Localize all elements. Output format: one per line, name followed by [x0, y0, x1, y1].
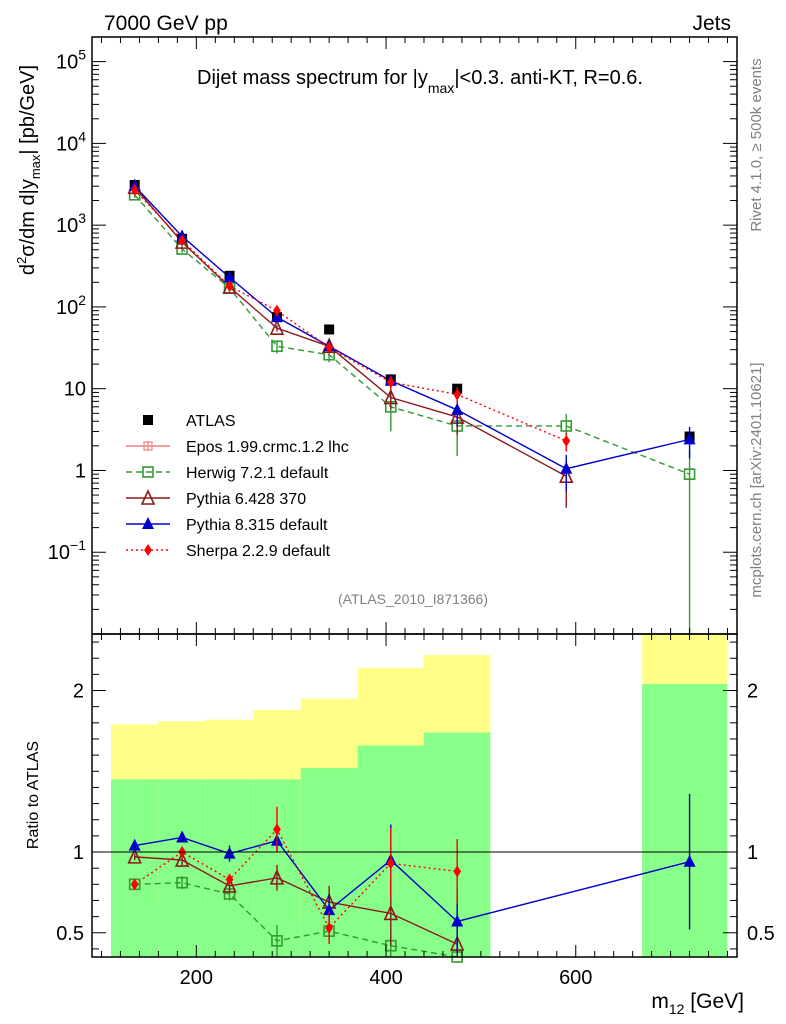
marker-diamond: [144, 544, 152, 556]
marker-triangle: [683, 432, 696, 445]
series-line-main: [134, 194, 690, 475]
marker-open-square: [271, 340, 283, 353]
x-tick-label: 200: [180, 967, 213, 989]
mcplots-label: mcplots.cern.ch [arXiv:2401.10621]: [748, 362, 765, 597]
marker-diamond: [325, 341, 334, 354]
ratio-panel-frame: [91, 633, 738, 958]
marker-diamond: [453, 388, 462, 401]
marker-diamond: [386, 857, 395, 870]
marker-triangle: [142, 517, 154, 529]
series-line-ratio: [134, 836, 690, 923]
marker-open-square: [142, 466, 154, 478]
marker-open-square: [176, 876, 188, 889]
ratio-tick-label: 2: [73, 681, 84, 703]
ratio-tick-label-right: 2: [747, 681, 758, 703]
marker-open-square: [560, 420, 573, 432]
marker-triangle: [323, 903, 336, 916]
marker-diamond: [273, 304, 281, 317]
band-green: [158, 779, 206, 957]
header-right: Jets: [692, 12, 731, 35]
marker-triangle: [128, 838, 141, 851]
marker-open-square: [683, 468, 696, 481]
marker-triangle: [451, 914, 464, 927]
y-tick-label: 1: [75, 460, 86, 482]
header-left: 7000 GeV pp: [104, 12, 228, 35]
marker-open-triangle: [383, 388, 399, 405]
chart-title-main: Dijet mass spectrum for |y: [197, 67, 428, 89]
chart-title: Dijet mass spectrum for |ymax|<0.3. anti…: [197, 67, 643, 96]
marker-square: [324, 324, 335, 335]
ratio-tick-label-right: 1: [747, 842, 758, 864]
legend: ATLAS Epos 1.99.crmc.1.2 lhc Herwig 7.2.1 …: [126, 413, 349, 560]
legend-label: ATLAS: [186, 413, 236, 430]
marker-triangle: [451, 402, 464, 415]
band-green: [110, 779, 159, 957]
marker-square: [143, 415, 153, 425]
y-tick-label: 103: [56, 210, 86, 237]
legend-label: Pythia 6.428 370: [186, 491, 306, 508]
marker-open-triangle: [222, 877, 237, 893]
marker-diamond: [130, 183, 139, 196]
x-tick-label: 400: [369, 967, 402, 989]
marker-triangle: [683, 854, 696, 867]
marker-diamond: [562, 434, 571, 447]
rivet-label: Rivet 4.1.0, ≥ 500k events: [748, 58, 765, 231]
analysis-watermark: (ATLAS_2010_I871366): [338, 591, 488, 607]
marker-open-triangle: [127, 847, 142, 864]
marker-triangle: [560, 461, 573, 474]
marker-open-triangle: [269, 319, 285, 335]
legend-label: Herwig 7.2.1 default: [186, 465, 329, 482]
chart-title-rest: |<0.3. anti-KT, R=0.6.: [454, 67, 643, 89]
marker-diamond: [273, 823, 281, 836]
marker-diamond: [453, 865, 462, 878]
marker-diamond: [325, 921, 334, 934]
marker-open-triangle: [269, 868, 285, 885]
y-tick-label: 104: [56, 128, 86, 155]
marker-open-square: [271, 935, 283, 947]
marker-triangle: [176, 830, 189, 843]
legend-label: Pythia 8.315 default: [186, 517, 328, 534]
y-tick-label: 10−1: [48, 537, 86, 564]
marker-open-triangle: [140, 489, 156, 505]
ratio-tick-label: 1: [73, 842, 84, 864]
ratio-tick-label-right: 0.5: [747, 923, 775, 945]
x-tick-label: 600: [559, 967, 592, 989]
x-axis-label: m12 [GeV]: [651, 990, 744, 1017]
marker-diamond: [130, 878, 139, 891]
marker-diamond: [225, 873, 234, 886]
series-markers: [127, 178, 696, 963]
series-line-main: [134, 189, 567, 442]
marker-open-triangle: [383, 904, 399, 921]
marker-diamond: [178, 234, 187, 247]
ratio-bands: [110, 634, 728, 957]
marker-open-triangle: [174, 851, 190, 867]
marker-diamond: [386, 376, 395, 389]
chart-title-subscript: max: [428, 80, 454, 96]
series-line-main: [134, 186, 567, 477]
band-green: [205, 779, 254, 957]
marker-diamond: [225, 280, 234, 293]
band-green: [642, 684, 728, 957]
ratio-tick-label: 0.5: [56, 923, 84, 945]
y-tick-label: 10: [64, 379, 86, 401]
legend-label: Epos 1.99.crmc.1.2 lhc: [186, 439, 349, 456]
legend-label: Sherpa 2.2.9 default: [186, 543, 331, 560]
marker-triangle: [223, 846, 236, 859]
y-tick-label: 105: [56, 47, 86, 74]
y-axis-label: d2σ/dm d|ymax| [pb/GeV]: [14, 65, 43, 275]
y-tick-label: 102: [56, 292, 86, 319]
ratio-axis-label: Ratio to ATLAS: [25, 741, 42, 849]
marker-triangle: [223, 270, 236, 283]
